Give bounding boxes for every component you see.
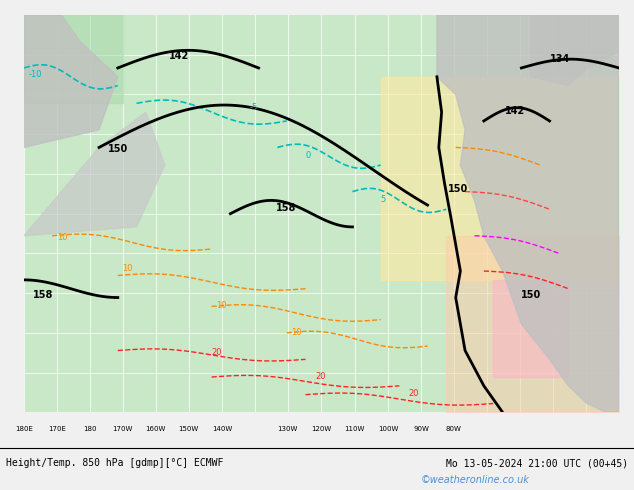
Text: Height/Temp. 850 hPa [gdmp][°C] ECMWF: Height/Temp. 850 hPa [gdmp][°C] ECMWF <box>6 458 224 468</box>
Text: 20: 20 <box>212 348 222 357</box>
Text: 0: 0 <box>306 151 311 160</box>
Text: 100W: 100W <box>378 426 398 432</box>
Text: 10: 10 <box>57 233 67 242</box>
Text: ©weatheronline.co.uk: ©weatheronline.co.uk <box>421 475 530 485</box>
Text: 120W: 120W <box>311 426 332 432</box>
Text: 160W: 160W <box>145 426 165 432</box>
Text: 5: 5 <box>380 195 386 204</box>
Text: 142: 142 <box>505 106 525 116</box>
Text: 150: 150 <box>108 144 129 154</box>
Text: -5: -5 <box>249 103 257 112</box>
Text: 10: 10 <box>292 328 302 337</box>
Polygon shape <box>531 15 619 86</box>
Polygon shape <box>437 15 619 412</box>
Text: 80W: 80W <box>446 426 462 432</box>
Text: 110W: 110W <box>344 426 365 432</box>
Polygon shape <box>24 112 165 236</box>
Text: 140W: 140W <box>212 426 232 432</box>
Text: 158: 158 <box>34 290 54 299</box>
Text: -10: -10 <box>29 70 42 79</box>
Text: 170E: 170E <box>48 426 66 432</box>
Text: 180: 180 <box>83 426 96 432</box>
Text: 10: 10 <box>122 264 133 273</box>
Text: 150W: 150W <box>178 426 198 432</box>
Text: 158: 158 <box>276 203 296 213</box>
Text: 150: 150 <box>448 184 469 194</box>
Text: 134: 134 <box>550 54 570 64</box>
Text: 130W: 130W <box>278 426 298 432</box>
Text: 142: 142 <box>169 51 190 61</box>
Text: 20: 20 <box>409 390 419 398</box>
Polygon shape <box>24 15 118 147</box>
Text: Mo 13-05-2024 21:00 UTC (00+45): Mo 13-05-2024 21:00 UTC (00+45) <box>446 458 628 468</box>
Text: 180E: 180E <box>15 426 33 432</box>
Text: 90W: 90W <box>413 426 429 432</box>
Text: 170W: 170W <box>112 426 133 432</box>
Text: 150: 150 <box>521 290 541 299</box>
Text: 10: 10 <box>216 301 227 310</box>
Text: 20: 20 <box>315 372 325 381</box>
